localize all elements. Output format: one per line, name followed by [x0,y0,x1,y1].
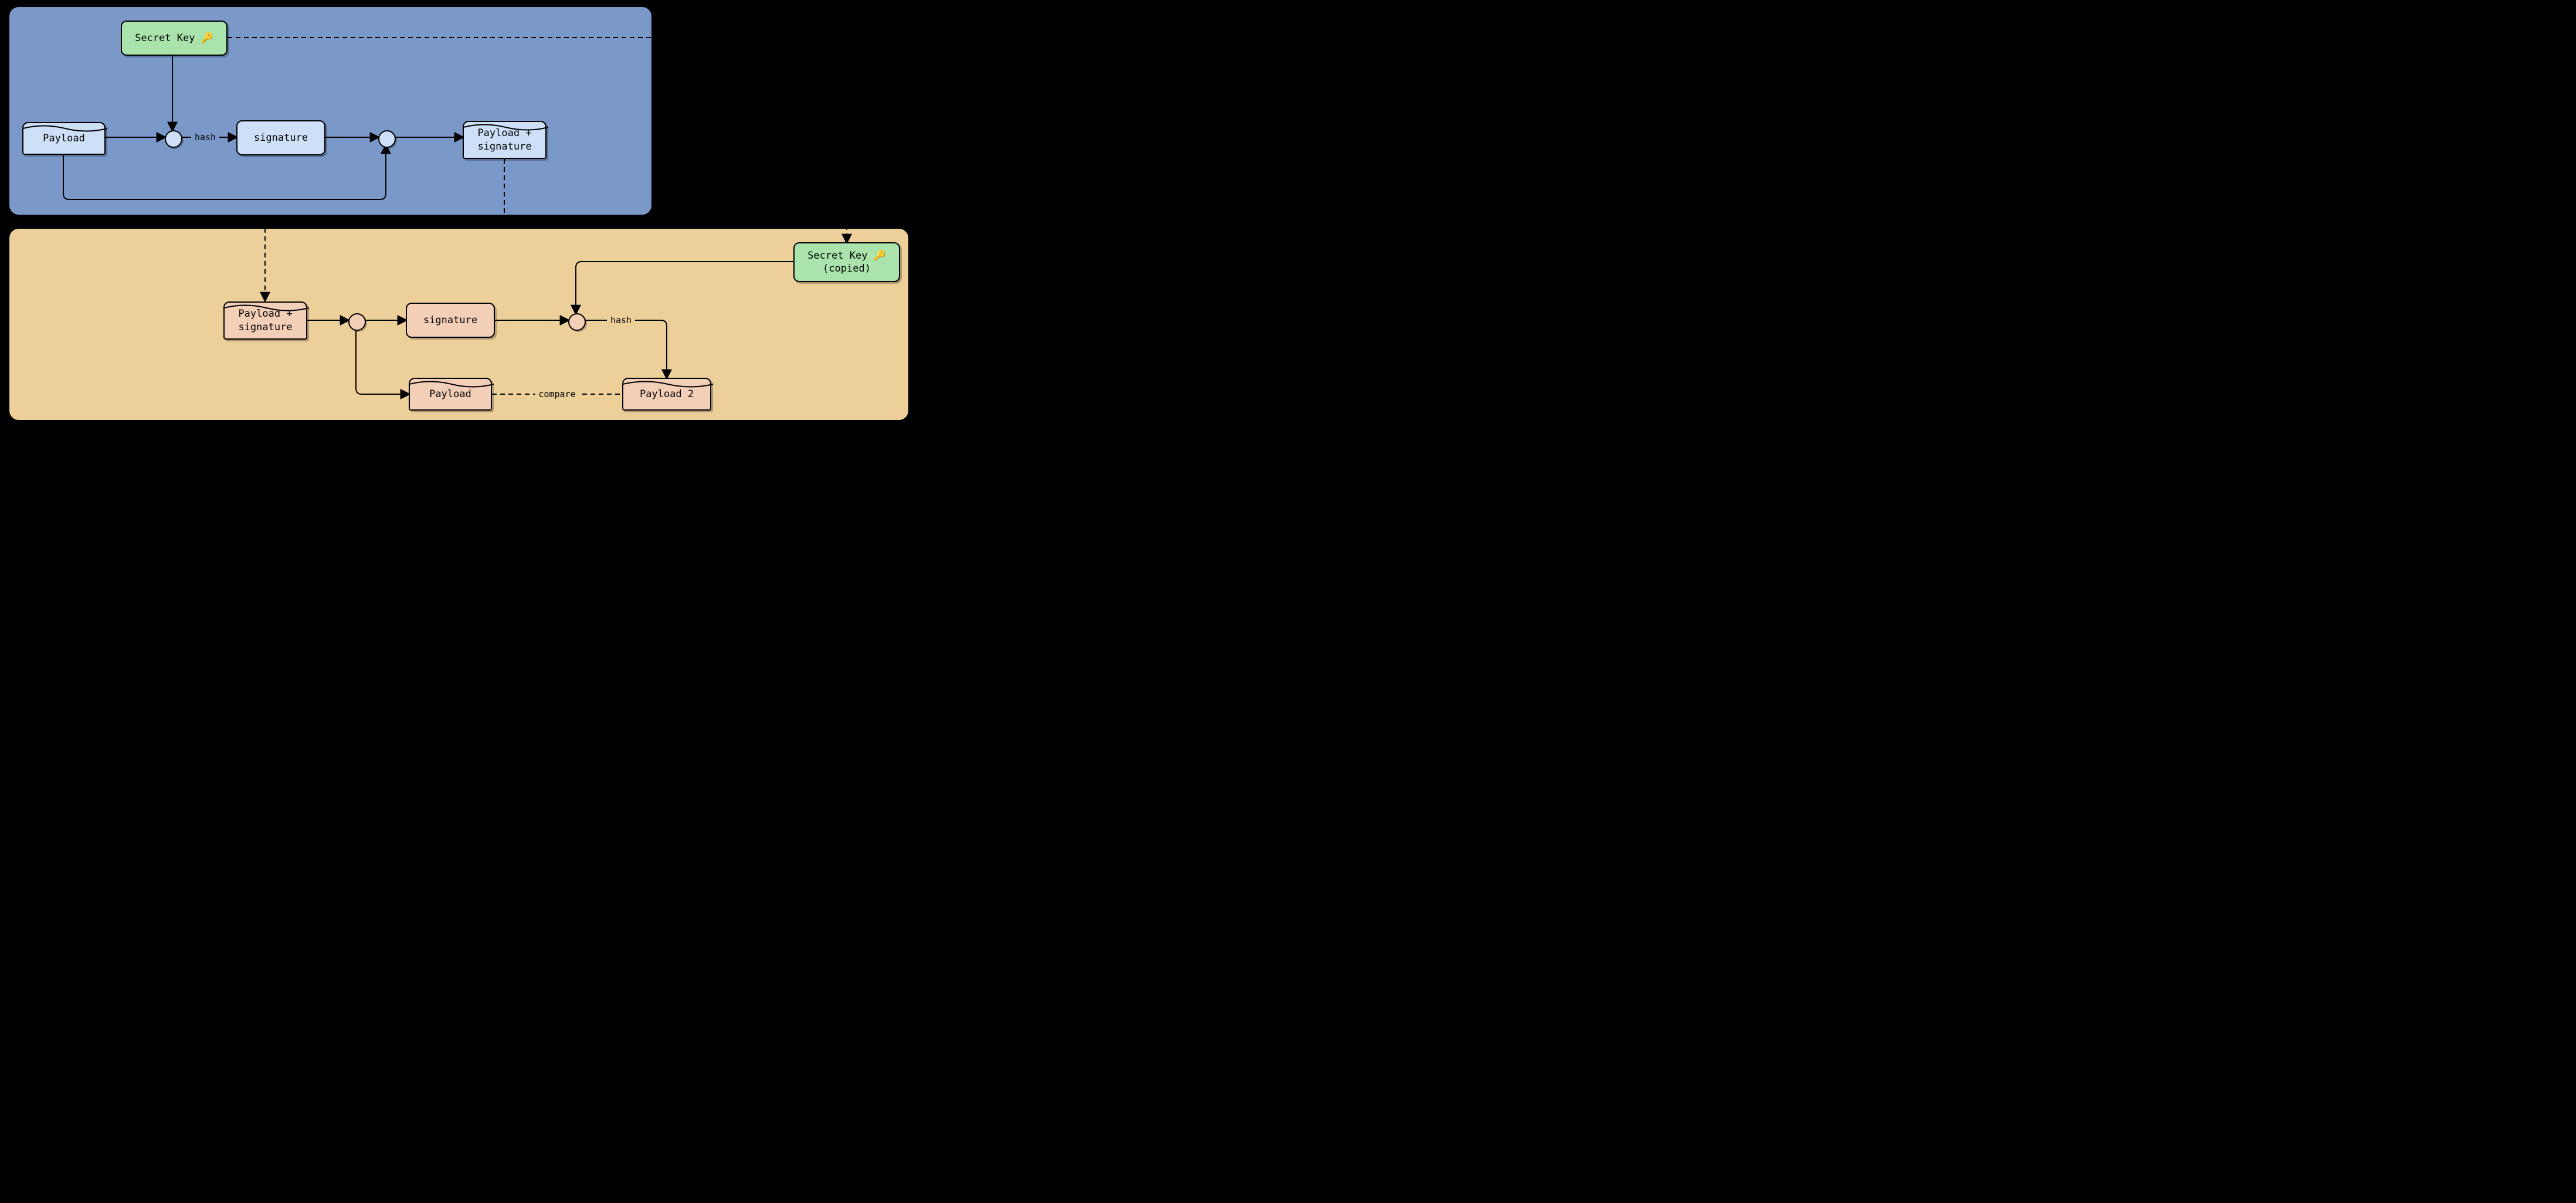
junction-j1 [165,130,182,148]
diagram-canvas: Secret Key 🔑 Payload signature Payload + si… [0,0,915,428]
node-signature_1: signature [236,120,325,155]
edge-e14 [583,320,667,378]
edge-e8 [265,159,504,300]
junction-j3 [348,313,366,331]
edge-label-e3: hash [191,132,219,143]
edge-e5 [63,145,386,199]
node-payload_2b: Payload 2 [622,378,711,411]
edge-label-e14: hash [607,315,635,326]
node-secret_key_2: Secret Key 🔑 (copied) [793,242,900,282]
node-secret_key_1: Secret Key 🔑 [121,21,228,56]
node-payload_2: Payload [409,378,492,411]
junction-j2 [378,130,396,148]
node-payload_1: Payload [22,122,106,155]
edge-e11 [356,328,409,394]
node-signature_2: signature [406,303,495,338]
edge-layer [0,0,915,428]
edge-label-e15: compare [535,389,579,399]
edge-e13 [576,262,793,313]
node-payload_sig_1: Payload + signature [463,121,547,159]
junction-j4 [568,313,586,331]
node-payload_sig_2: Payload + signature [223,301,307,340]
